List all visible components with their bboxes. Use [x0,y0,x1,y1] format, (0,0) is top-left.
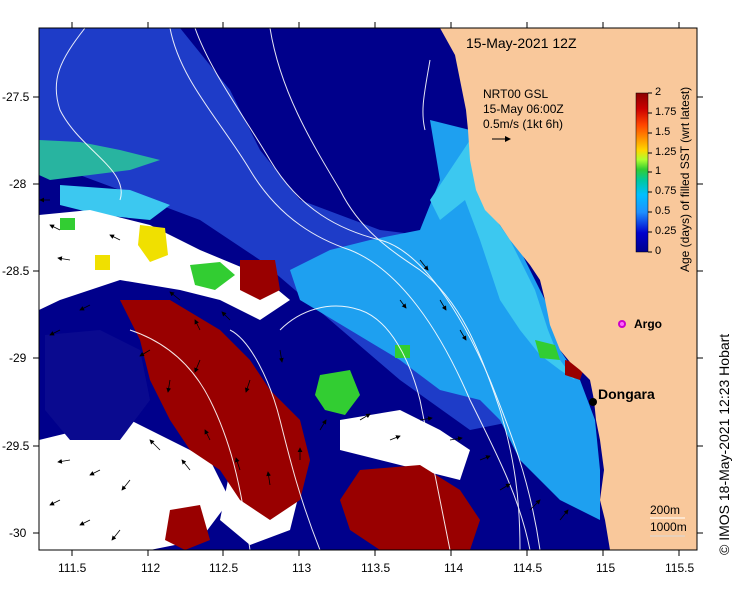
yellow-patch-2 [95,255,110,270]
green-patch-1 [190,262,235,290]
colorbar-tick-label: 1.5 [655,126,671,138]
dark-red-patch-3 [340,465,480,550]
green-patch-2 [315,370,360,415]
colorbar-tick-label: 1.25 [655,146,677,158]
lon-tick-label: 113.5 [361,561,391,575]
current-scale-label: 0.5m/s (1kt 6h) [483,117,564,131]
lat-tick-marks [33,96,703,534]
colorbar [635,92,649,253]
argo-float-icon [618,320,626,328]
lat-tick-label: -27.5 [2,90,30,104]
lon-tick-label: 114.5 [513,561,543,575]
green-patch-3 [535,340,560,360]
lat-tick-label: -30 [9,526,27,540]
map-title: 15-May-2021 12Z [466,35,577,51]
place-label-argo: Argo [634,317,662,331]
lon-tick-label: 112.5 [209,561,239,575]
dark-red-patch-2 [240,260,280,300]
plot-frame [38,27,698,551]
colorbar-tick-label: 0.25 [655,225,677,237]
lon-tick-label: 112 [141,561,161,575]
colorbar-tick-marks [648,92,652,253]
current-vectors [39,197,569,541]
lat-tick-label: -29.5 [2,439,30,453]
teal-patch [39,140,160,180]
coastal-cyan [430,140,575,380]
colorbar-tick-label: 0 [655,245,662,257]
colorbar-tick-label: 0.5 [655,205,671,217]
lon-tick-label: 111.5 [58,561,87,575]
dark-red-patch-4 [165,505,210,550]
green-patch-4 [60,218,75,230]
cloud-gap-1 [39,210,290,320]
colorbar-title: Age (days) of filled SST (wrt latest) [678,86,692,272]
cloud-gap-3 [340,410,470,480]
place-label-dongara: Dongara [598,386,655,402]
blue-blob-sw [45,330,150,440]
credit-text: © IMOS 18-May-2021 12:23 Hobart [716,333,732,555]
current-source-label: NRT00 GSL [483,87,549,101]
bathymetry-contours [55,28,541,550]
colorbar-tick-label: 1.75 [655,106,677,118]
land-mass [440,28,697,550]
colorbar-tick-label: 1 [655,165,662,177]
colorbar-tick-label: 0.75 [655,185,677,197]
lat-tick-label: -29 [9,351,27,365]
depth-legend-200m: 200m [650,503,681,517]
location-dot-icon [589,398,597,406]
lat-tick-label: -28 [9,177,27,191]
lon-tick-label: 115.5 [665,561,695,575]
coastal-light-blue [290,120,600,520]
lon-tick-label: 115 [596,561,616,575]
yellow-patch-1 [138,225,168,262]
colorbar-tick-label: 2 [655,86,662,98]
lon-tick-label: 113 [292,561,312,575]
depth-legend-1000m: 1000m [650,520,687,534]
current-time-label: 15-May 06:00Z [483,102,564,116]
lon-tick-label: 114 [444,561,464,575]
lon-tick-marks [71,22,680,556]
lat-tick-label: -28.5 [2,264,30,278]
